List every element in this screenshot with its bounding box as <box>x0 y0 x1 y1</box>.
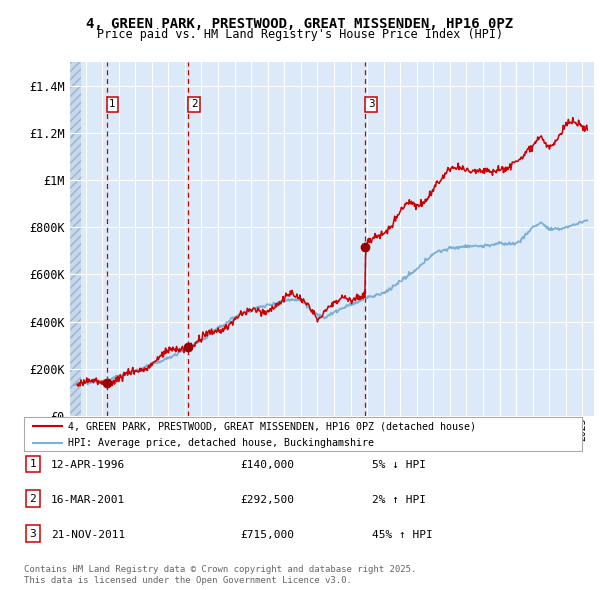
Text: Price paid vs. HM Land Registry's House Price Index (HPI): Price paid vs. HM Land Registry's House … <box>97 28 503 41</box>
Text: 4, GREEN PARK, PRESTWOOD, GREAT MISSENDEN, HP16 0PZ: 4, GREEN PARK, PRESTWOOD, GREAT MISSENDE… <box>86 17 514 31</box>
Text: 45% ↑ HPI: 45% ↑ HPI <box>372 530 433 540</box>
Text: 4, GREEN PARK, PRESTWOOD, GREAT MISSENDEN, HP16 0PZ (detached house): 4, GREEN PARK, PRESTWOOD, GREAT MISSENDE… <box>68 421 476 431</box>
Text: 2: 2 <box>191 99 197 109</box>
Text: 2% ↑ HPI: 2% ↑ HPI <box>372 495 426 505</box>
Text: £292,500: £292,500 <box>240 495 294 505</box>
Text: 3: 3 <box>29 529 37 539</box>
Text: 1: 1 <box>29 459 37 469</box>
Text: HPI: Average price, detached house, Buckinghamshire: HPI: Average price, detached house, Buck… <box>68 438 374 448</box>
Text: 12-APR-1996: 12-APR-1996 <box>51 460 125 470</box>
Text: 1: 1 <box>109 99 116 109</box>
Text: 21-NOV-2011: 21-NOV-2011 <box>51 530 125 540</box>
Text: 5% ↓ HPI: 5% ↓ HPI <box>372 460 426 470</box>
Text: £715,000: £715,000 <box>240 530 294 540</box>
Text: £140,000: £140,000 <box>240 460 294 470</box>
Text: 2: 2 <box>29 494 37 504</box>
Text: Contains HM Land Registry data © Crown copyright and database right 2025.
This d: Contains HM Land Registry data © Crown c… <box>24 565 416 585</box>
Text: 3: 3 <box>368 99 374 109</box>
Bar <box>69 62 82 416</box>
Text: 16-MAR-2001: 16-MAR-2001 <box>51 495 125 505</box>
